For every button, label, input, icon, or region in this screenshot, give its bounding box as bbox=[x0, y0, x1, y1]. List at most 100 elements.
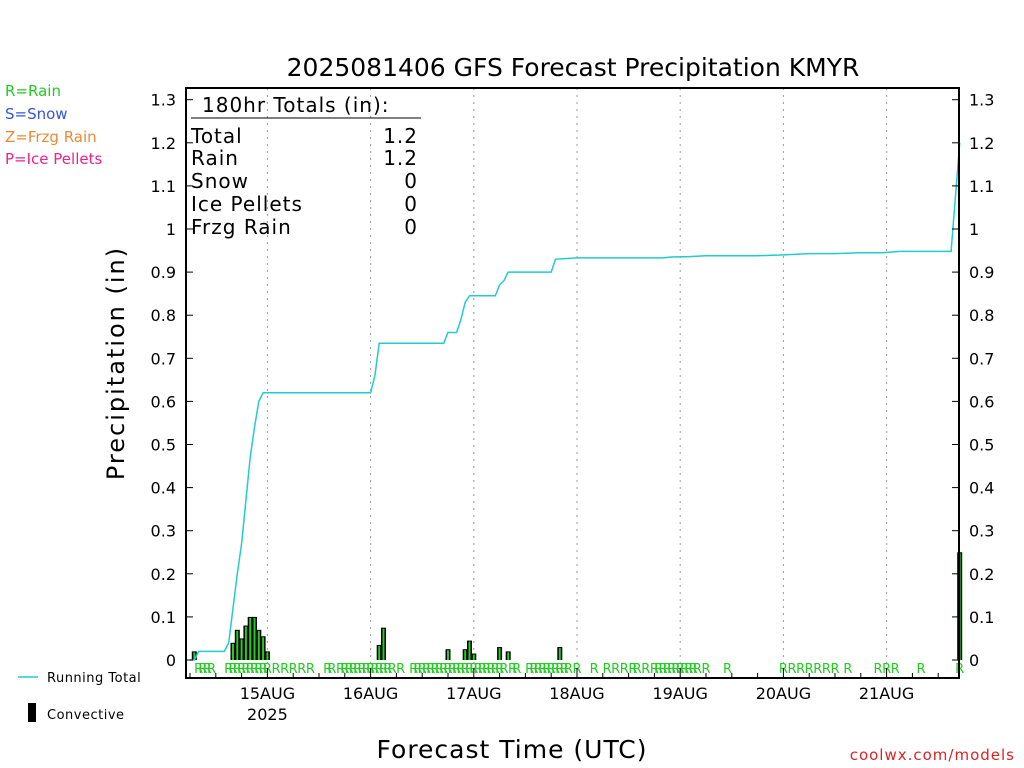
rain-fill bbox=[193, 652, 196, 660]
rain-marker: R bbox=[271, 662, 280, 677]
rain-marker: R bbox=[482, 662, 491, 677]
rain-fill bbox=[447, 650, 449, 660]
y-tick-label-right: 0.5 bbox=[969, 436, 994, 455]
y-axis-right: 0 0.1 0.2 0.3 0.4 0.5 0.6 0.7 0.8 0.9 1 1.1 1.2 1.3 bbox=[952, 91, 994, 670]
totals-frzg-rain-value: 0 bbox=[404, 215, 418, 239]
rain-marker: R bbox=[228, 662, 237, 677]
rain-marker: R bbox=[396, 662, 405, 677]
x-tick-label: 20AUG bbox=[756, 684, 811, 703]
x-tick-label: 17AUG bbox=[446, 684, 501, 703]
rain-marker: R bbox=[340, 662, 349, 677]
rain-marker: R bbox=[534, 662, 543, 677]
x-tick-label: 15AUG bbox=[240, 684, 295, 703]
rain-marker: R bbox=[495, 662, 504, 677]
rain-marker: R bbox=[413, 662, 422, 677]
totals-rain-value: 1.2 bbox=[383, 146, 418, 170]
rain-marker: R bbox=[422, 662, 431, 677]
rain-fill bbox=[464, 650, 467, 660]
rain-marker: R bbox=[555, 662, 564, 677]
rain-marker: R bbox=[409, 662, 418, 677]
rain-marker: R bbox=[525, 662, 534, 677]
x-tick-label: 21AUG bbox=[859, 684, 914, 703]
rain-marker: R bbox=[336, 662, 345, 677]
y-tick-label-right: 0.6 bbox=[969, 392, 994, 411]
rain-marker: R bbox=[590, 662, 599, 677]
y-tick-label-left: 1.2 bbox=[151, 134, 176, 153]
rain-marker: R bbox=[241, 662, 250, 677]
rain-marker: R bbox=[891, 662, 900, 677]
y-tick-label-left: 0.6 bbox=[151, 392, 176, 411]
rain-marker: R bbox=[297, 662, 306, 677]
rain-marker: R bbox=[641, 662, 650, 677]
rain-marker: R bbox=[357, 662, 366, 677]
y-axis-left: 0 0.1 0.2 0.3 0.4 0.5 0.6 0.7 0.8 0.9 1 1.1 1.2 1.3 bbox=[151, 91, 193, 670]
rain-fill bbox=[468, 641, 471, 660]
rain-marker: R bbox=[383, 662, 392, 677]
rain-marker: R bbox=[280, 662, 289, 677]
rain-fill bbox=[266, 652, 269, 660]
y-tick-label-right: 0 bbox=[969, 651, 979, 670]
rain-marker: R bbox=[667, 662, 676, 677]
y-tick-label-right: 0.1 bbox=[969, 608, 994, 627]
rain-marker: R bbox=[723, 662, 732, 677]
rain-fill bbox=[257, 630, 260, 660]
x-axis-label: Forecast Time (UTC) bbox=[377, 735, 648, 764]
x-tick-sublabel: 2025 bbox=[247, 705, 288, 724]
rain-marker: R bbox=[822, 662, 831, 677]
convective-legend-label: Convective bbox=[47, 708, 125, 723]
rain-marker: R bbox=[379, 662, 388, 677]
credit-text: coolwx.com/models bbox=[850, 746, 1015, 764]
rain-marker: R bbox=[508, 662, 517, 677]
y-tick-label-left: 0.1 bbox=[151, 608, 176, 627]
rain-marker: R bbox=[203, 662, 212, 677]
rain-marker: R bbox=[353, 662, 362, 677]
y-tick-label-left: 1 bbox=[166, 220, 176, 239]
rain-marker: R bbox=[499, 662, 508, 677]
legend-rain: R=Rain bbox=[5, 82, 61, 100]
rain-marker: R bbox=[628, 662, 637, 677]
totals-rain-label: Rain bbox=[191, 146, 239, 170]
rain-marker: R bbox=[873, 662, 882, 677]
y-tick-label-left: 0.2 bbox=[151, 565, 176, 584]
rain-marker: R bbox=[474, 662, 483, 677]
rain-marker: R bbox=[560, 662, 569, 677]
y-tick-label-right: 0.3 bbox=[969, 522, 994, 541]
rain-fill bbox=[249, 617, 252, 660]
rain-marker: R bbox=[813, 662, 822, 677]
rain-marker: R bbox=[194, 662, 203, 677]
y-tick-label-left: 0.9 bbox=[151, 263, 176, 282]
rain-marker: R bbox=[916, 662, 925, 677]
rain-marker: R bbox=[551, 662, 560, 677]
rain-marker: R bbox=[323, 662, 332, 677]
y-tick-label-right: 1 bbox=[969, 220, 979, 239]
y-tick-label-right: 0.8 bbox=[969, 306, 994, 325]
rain-fill bbox=[498, 648, 501, 660]
rain-marker: R bbox=[233, 662, 242, 677]
rain-marker: R bbox=[289, 662, 298, 677]
totals-header: 180hr Totals (in): bbox=[202, 93, 390, 117]
rain-marker: R bbox=[198, 662, 207, 677]
rain-marker: R bbox=[370, 662, 379, 677]
y-tick-label-left: 0.7 bbox=[151, 349, 176, 368]
rain-marker: R bbox=[259, 662, 268, 677]
y-tick-label-left: 0.3 bbox=[151, 522, 176, 541]
rain-marker: R bbox=[431, 662, 440, 677]
rain-marker: R bbox=[306, 662, 315, 677]
rain-marker: R bbox=[529, 662, 538, 677]
rain-marker: R bbox=[843, 662, 852, 677]
rain-marker: R bbox=[684, 662, 693, 677]
x-tick-label: 18AUG bbox=[549, 684, 604, 703]
y-tick-label-left: 1.3 bbox=[151, 91, 176, 110]
precip-type-legend: R=Rain S=Snow Z=Frzg Rain P=Ice Pellets bbox=[5, 82, 102, 168]
rain-marker: R bbox=[388, 662, 397, 677]
rain-marker: R bbox=[435, 662, 444, 677]
rain-fill bbox=[253, 617, 256, 660]
rain-marker: R bbox=[796, 662, 805, 677]
rain-marker: R bbox=[362, 662, 371, 677]
rain-marker: R bbox=[693, 662, 702, 677]
series-legend: Running Total Convective bbox=[18, 671, 141, 723]
rain-marker: R bbox=[443, 662, 452, 677]
rain-marker: R bbox=[426, 662, 435, 677]
rain-marker: R bbox=[345, 662, 354, 677]
